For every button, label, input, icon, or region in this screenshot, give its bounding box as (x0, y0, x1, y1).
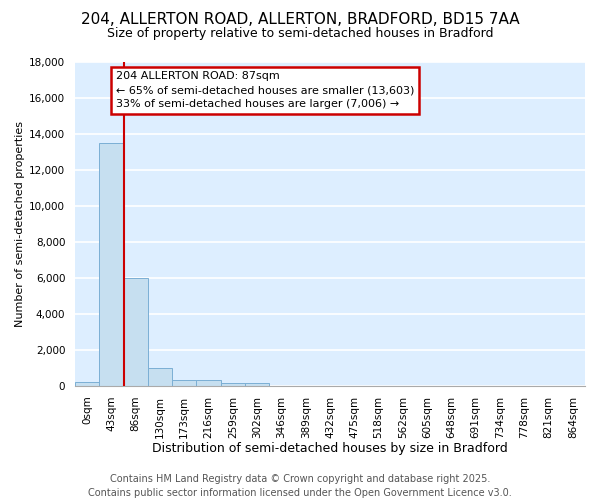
Bar (221, 384, 245, 386)
Text: Size of property relative to semi-detached houses in Bradford: Size of property relative to semi-detach… (107, 28, 493, 40)
Bar (124, 278, 148, 386)
X-axis label: Distribution of semi-detached houses by size in Bradford: Distribution of semi-detached houses by … (152, 442, 508, 455)
Text: 204 ALLERTON ROAD: 87sqm
← 65% of semi-detached houses are smaller (13,603)
33% : 204 ALLERTON ROAD: 87sqm ← 65% of semi-d… (116, 71, 414, 109)
Bar (172, 380, 196, 386)
Bar (99, 142, 124, 386)
Y-axis label: Number of semi-detached properties: Number of semi-detached properties (15, 120, 25, 326)
Bar (148, 368, 172, 386)
Bar (245, 384, 269, 386)
Bar (196, 380, 221, 386)
Text: 204, ALLERTON ROAD, ALLERTON, BRADFORD, BD15 7AA: 204, ALLERTON ROAD, ALLERTON, BRADFORD, … (80, 12, 520, 28)
Bar (75, 382, 99, 386)
Text: Contains HM Land Registry data © Crown copyright and database right 2025.
Contai: Contains HM Land Registry data © Crown c… (88, 474, 512, 498)
